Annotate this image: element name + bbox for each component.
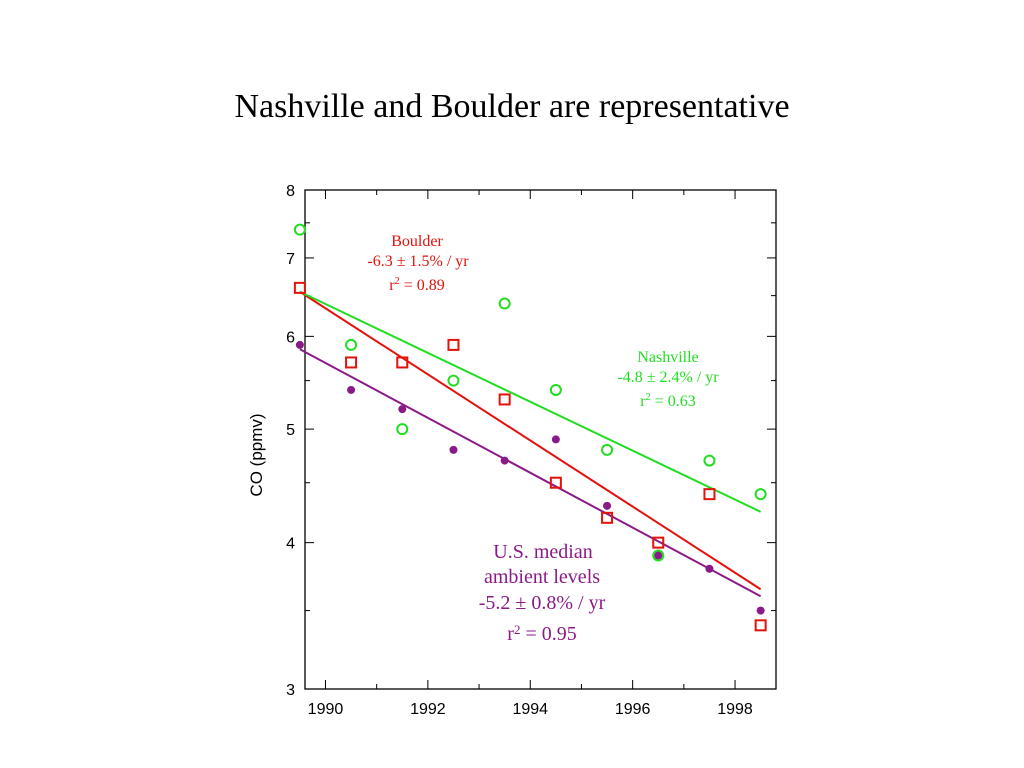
anno-text: r [389,277,395,294]
data-point-square [293,281,306,294]
anno-text: -5.2 ± 0.8% / yr [479,592,606,614]
plot-frame [304,189,777,690]
data-point-square [754,619,767,632]
data-point-circle [396,423,409,436]
anno-text: Nashville [637,349,698,366]
data-point-circle [754,488,767,501]
x-tick-label: 1992 [410,701,446,718]
anno-text: -4.8 ± 2.4% / yr [617,369,719,386]
y-tick-label: 3 [286,682,295,699]
anno-text: r [640,393,646,410]
anno-text: r [507,623,514,645]
data-point-circle [549,383,562,396]
x-tick-label: 1998 [717,701,753,718]
x-tick-label: 1994 [512,701,548,718]
superscript: 2 [646,392,651,403]
data-point-square [652,536,665,549]
anno-text: -6.3 ± 1.5% / yr [367,253,469,270]
y-tick-label: 8 [286,183,295,200]
data-point-square [396,356,409,369]
data-point-square [601,511,614,524]
y-tick-label: 6 [286,329,295,346]
anno-r-squared: r2 = 0.63 [640,392,696,410]
data-point-dot [654,551,663,560]
anno-r-squared: r2 = 0.95 [507,622,576,645]
data-point-dot [398,405,407,414]
anno-text: U.S. median [493,541,592,563]
anno-trend-rate: -4.8 ± 2.4% / yr [617,369,719,386]
x-tick-label: 1996 [615,701,651,718]
data-point-dot [295,340,304,349]
data-point-dot [551,435,560,444]
trend-line [299,290,762,513]
anno-series-name: Nashville [637,349,698,366]
anno-text: = 0.63 [651,393,696,410]
data-point-square [345,356,358,369]
anno-text: ambient levels [484,566,600,588]
data-point-dot [500,456,509,465]
anno-series-name: Boulder [391,233,443,250]
y-tick-label: 5 [286,422,295,439]
data-point-circle [601,443,614,456]
data-point-circle [652,549,665,562]
data-point-dot [705,564,714,573]
anno-series-name: U.S. median [493,541,592,563]
data-point-circle [293,223,306,236]
data-point-circle [447,374,460,387]
x-tick-label: 1990 [308,701,344,718]
data-point-circle [703,454,716,467]
superscript: 2 [395,276,400,287]
data-point-square [549,476,562,489]
superscript: 2 [514,622,521,637]
data-point-dot [449,445,458,454]
anno-trend-rate: -5.2 ± 0.8% / yr [479,592,606,614]
data-point-dot [347,385,356,394]
anno-series-name: ambient levels [484,566,600,588]
data-point-circle [345,338,358,351]
trend-line [299,290,762,591]
data-point-circle [498,297,511,310]
anno-text: Boulder [391,233,443,250]
anno-text: = 0.95 [520,623,576,645]
trend-line [299,348,762,598]
y-axis-label: CO (ppmv) [247,413,266,496]
anno-r-squared: r2 = 0.89 [389,276,445,294]
anno-trend-rate: -6.3 ± 1.5% / yr [367,253,469,270]
data-point-square [498,393,511,406]
data-point-square [447,338,460,351]
data-point-dot [756,606,765,615]
data-point-square [703,488,716,501]
y-tick-label: 7 [286,251,295,268]
slide-title: Nashville and Boulder are representative [234,88,790,125]
data-point-dot [603,501,612,510]
anno-text: = 0.89 [400,277,445,294]
y-tick-label: 4 [286,536,295,553]
